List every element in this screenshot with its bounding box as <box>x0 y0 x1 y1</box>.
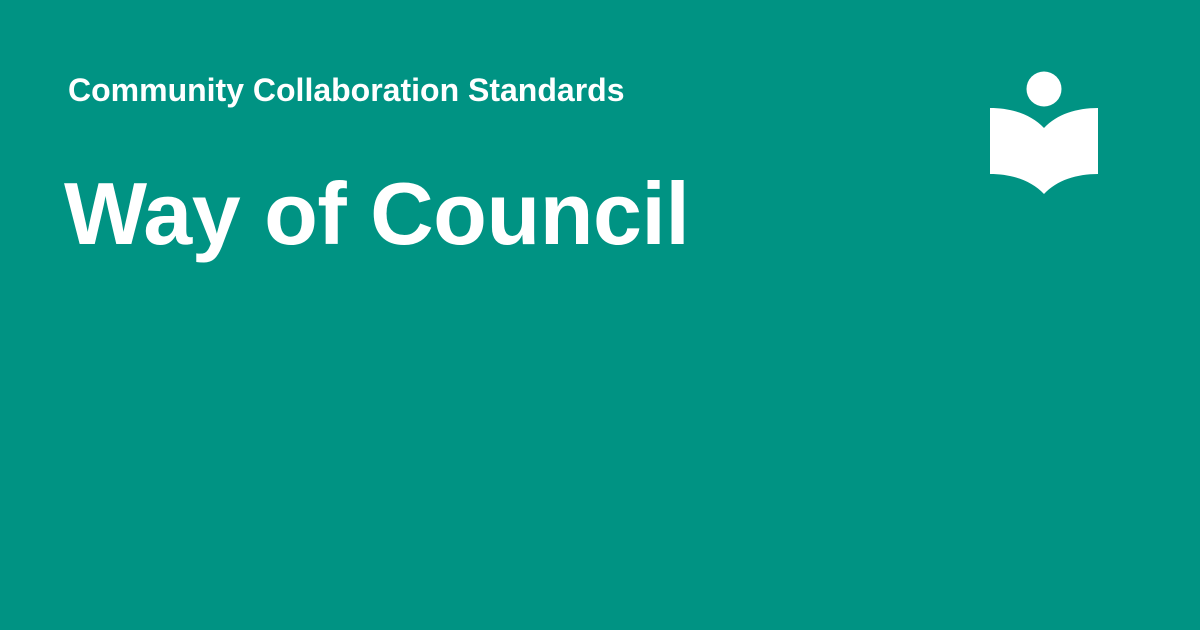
open-book-shape <box>990 108 1098 194</box>
reader-book-icon <box>990 71 1098 194</box>
page-title: Way of Council <box>64 164 690 263</box>
page-subtitle: Community Collaboration Standards <box>68 72 625 108</box>
reader-head-shape <box>1026 71 1062 107</box>
